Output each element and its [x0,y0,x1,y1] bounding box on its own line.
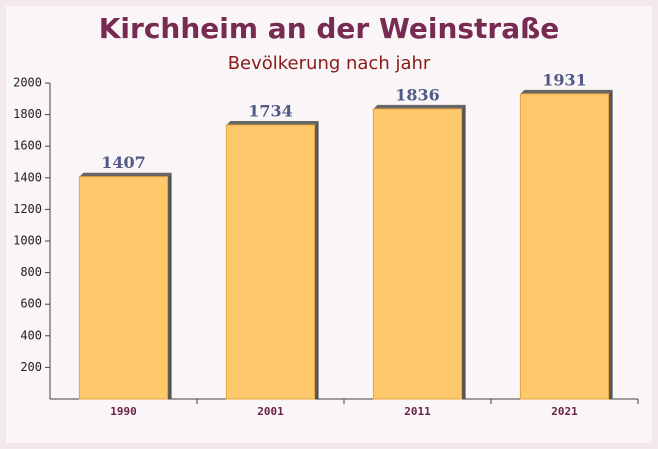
y-tick-label: 1800 [13,107,42,121]
value-label: 1931 [542,70,587,89]
y-tick-label: 2000 [13,76,42,90]
value-label: 1734 [248,102,293,121]
bar-shadow-top [520,89,613,94]
bar-shadow [314,121,319,399]
y-tick-label: 600 [20,297,42,311]
bar [225,124,316,400]
x-tick-label: 2001 [257,405,284,418]
value-label: 1407 [101,153,146,172]
x-tick-label: 2021 [551,405,578,418]
bar-shadow [461,104,466,400]
y-tick-label: 1600 [13,139,42,153]
bar [519,93,610,400]
y-tick-label: 1400 [13,170,42,184]
y-tick-label: 1000 [13,234,42,248]
y-tick-label: 200 [20,360,42,374]
x-tick-label: 2011 [404,405,431,418]
bar-shadow-top [373,104,466,109]
y-tick-label: 800 [20,265,42,279]
bar-shadow-top [226,121,319,126]
bar [372,108,463,400]
bar [78,176,169,400]
y-tick-label: 1200 [13,202,42,216]
value-label: 1836 [395,85,440,104]
bar-shadow [167,172,172,399]
y-tick-label: 400 [20,328,42,342]
x-tick-label: 1990 [110,405,137,418]
chart-title: Kirchheim an der Weinstraße [99,12,560,45]
chart-subtitle: Bevölkerung nach jahr [228,53,431,74]
bar-shadow [608,89,613,399]
bar-shadow-top [79,172,172,177]
